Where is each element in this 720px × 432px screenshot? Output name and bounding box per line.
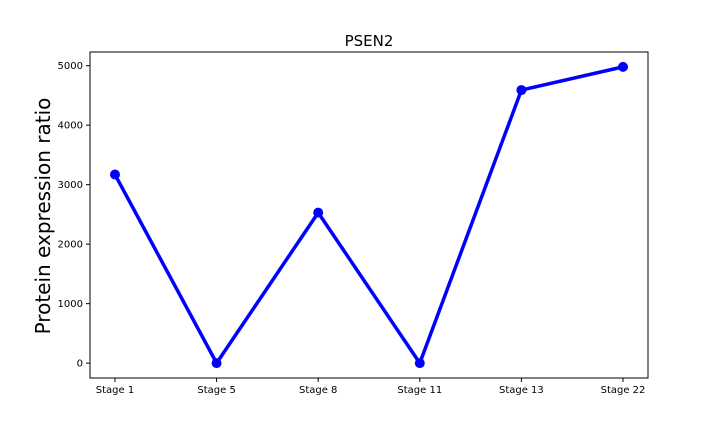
data-point	[211, 358, 222, 369]
y-axis-label: Protein expression ratio	[31, 98, 55, 335]
data-point	[110, 169, 120, 180]
data-point	[618, 61, 628, 72]
data-point	[516, 85, 527, 96]
series-line	[113, 65, 625, 365]
plot-frame	[89, 51, 649, 379]
y-tick-label: 3000	[58, 180, 83, 191]
x-tick-label: Stage 5	[197, 385, 235, 396]
x-tick-label: Stage 22	[601, 385, 646, 396]
y-tick-label: 4000	[58, 121, 83, 132]
data-point	[313, 207, 324, 218]
x-tick-label: Stage 8	[299, 385, 337, 396]
chart-title: PSEN2	[345, 32, 394, 50]
y-tick-label: 5000	[58, 61, 83, 72]
x-tick-label: Stage 13	[499, 385, 544, 396]
y-tick-label: 0	[77, 359, 83, 370]
data-point	[414, 358, 425, 369]
x-tick-label: Stage 11	[397, 385, 442, 396]
y-tick-label: 2000	[58, 240, 83, 251]
x-tick-label: Stage 1	[96, 385, 134, 396]
plot-area: 0 1000 2000 3000 4000 5000 Stage 1 Stage 5 Stage…	[58, 61, 646, 396]
y-tick-label: 1000	[58, 299, 83, 310]
